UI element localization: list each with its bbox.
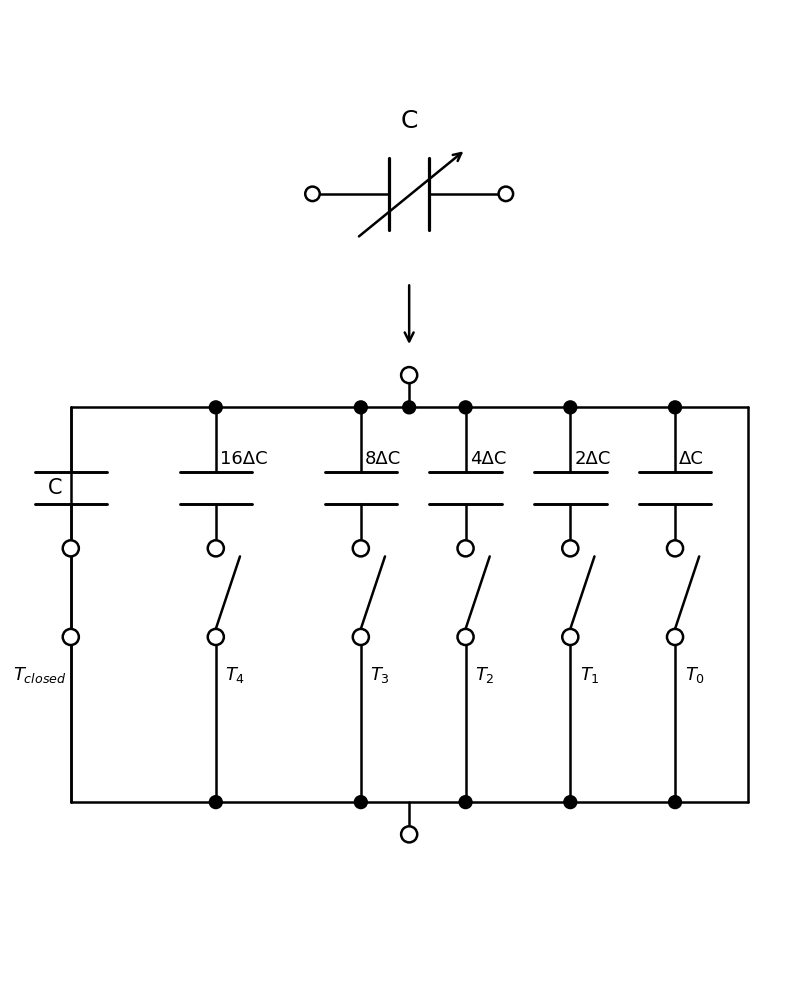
Circle shape (62, 629, 79, 645)
Circle shape (354, 401, 367, 414)
Text: $T_{2}$: $T_{2}$ (474, 665, 495, 685)
Circle shape (402, 401, 415, 414)
Circle shape (305, 187, 320, 201)
Circle shape (209, 401, 222, 414)
Circle shape (666, 629, 682, 645)
Text: 4ΔC: 4ΔC (469, 450, 505, 468)
Text: $T_{3}$: $T_{3}$ (370, 665, 390, 685)
Circle shape (666, 540, 682, 556)
Text: C: C (400, 109, 418, 133)
Circle shape (457, 629, 473, 645)
Text: 8ΔC: 8ΔC (364, 450, 401, 468)
Circle shape (667, 401, 680, 414)
Text: ΔC: ΔC (678, 450, 703, 468)
Circle shape (401, 367, 417, 383)
Circle shape (498, 187, 513, 201)
Circle shape (354, 796, 367, 809)
Circle shape (458, 796, 471, 809)
Text: $T_{1}$: $T_{1}$ (579, 665, 599, 685)
Circle shape (667, 796, 680, 809)
Text: 16ΔC: 16ΔC (220, 450, 267, 468)
Text: $T_{0}$: $T_{0}$ (684, 665, 704, 685)
Circle shape (209, 796, 222, 809)
Text: $T_{4}$: $T_{4}$ (225, 665, 246, 685)
Circle shape (563, 796, 576, 809)
Circle shape (352, 540, 368, 556)
Circle shape (458, 401, 471, 414)
Text: $T_{closed}$: $T_{closed}$ (13, 665, 67, 685)
Circle shape (457, 540, 473, 556)
Text: 2ΔC: 2ΔC (573, 450, 610, 468)
Circle shape (208, 540, 224, 556)
Circle shape (352, 629, 368, 645)
Text: C: C (48, 478, 62, 498)
Circle shape (561, 540, 577, 556)
Circle shape (563, 401, 576, 414)
Circle shape (401, 826, 417, 842)
Circle shape (208, 629, 224, 645)
Circle shape (561, 629, 577, 645)
Circle shape (62, 540, 79, 556)
